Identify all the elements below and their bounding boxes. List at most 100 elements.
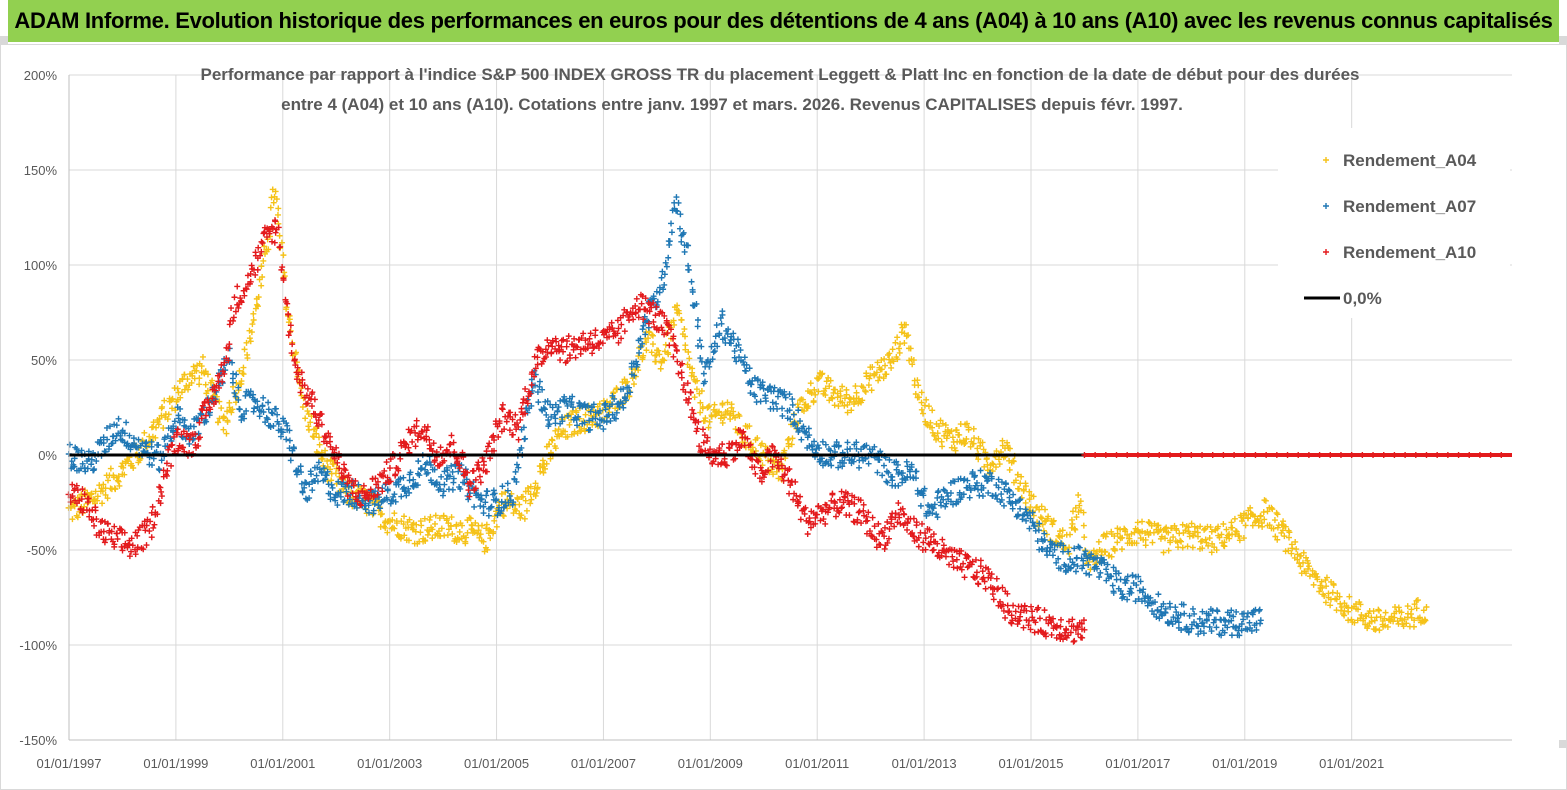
- marker-Rendement_A07: [581, 419, 588, 426]
- marker-Rendement_A10: [483, 448, 490, 455]
- marker-Rendement_A10: [836, 509, 843, 516]
- marker-Rendement_A10: [1074, 623, 1081, 630]
- marker-Rendement_A04: [518, 512, 525, 519]
- marker-Rendement_A10: [950, 564, 957, 571]
- marker-Rendement_A07: [1153, 613, 1160, 620]
- marker-Rendement_A10: [1017, 609, 1024, 616]
- marker-Rendement_A10: [272, 218, 279, 225]
- marker-Rendement_A07: [424, 469, 431, 476]
- marker-Rendement_A04: [523, 507, 530, 514]
- marker-Rendement_A04: [657, 365, 664, 372]
- marker-Rendement_A10: [372, 475, 379, 482]
- marker-Rendement_A04: [727, 416, 734, 423]
- marker-Rendement_A07: [609, 401, 616, 408]
- marker-Rendement_A10: [247, 270, 254, 277]
- marker-Rendement_A10: [653, 303, 660, 310]
- marker-Rendement_A04: [1279, 527, 1286, 534]
- marker-Rendement_A10: [560, 348, 567, 355]
- marker-Rendement_A10: [221, 370, 228, 377]
- marker-Rendement_A10: [298, 369, 305, 376]
- marker-Rendement_A04: [1177, 537, 1184, 544]
- marker-Rendement_A07: [1055, 555, 1062, 562]
- marker-Rendement_A07: [335, 478, 342, 485]
- marker-Rendement_A07: [265, 406, 272, 413]
- marker-Rendement_A10: [873, 544, 880, 551]
- marker-Rendement_A04: [1010, 458, 1017, 465]
- marker-Rendement_A10: [419, 428, 426, 435]
- marker-Rendement_A07: [449, 486, 456, 493]
- marker-Rendement_A07: [800, 423, 807, 430]
- marker-Rendement_A10: [472, 476, 479, 483]
- marker-Rendement_A07: [298, 480, 305, 487]
- marker-Rendement_A10: [838, 488, 845, 495]
- resize-handle-top[interactable]: [1559, 36, 1567, 44]
- marker-Rendement_A10: [163, 460, 170, 467]
- marker-Rendement_A10: [964, 564, 971, 571]
- resize-handle-bottom[interactable]: [1559, 740, 1567, 748]
- marker-Rendement_A10: [618, 321, 625, 328]
- marker-Rendement_A07: [1149, 608, 1156, 615]
- marker-Rendement_A10: [494, 423, 501, 430]
- marker-Rendement_A07: [143, 443, 150, 450]
- marker-Rendement_A07: [929, 510, 936, 517]
- marker-Rendement_A10: [666, 322, 673, 329]
- marker-Rendement_A10: [1004, 602, 1011, 609]
- marker-Rendement_A07: [795, 407, 802, 414]
- marker-Rendement_A07: [904, 463, 911, 470]
- marker-Rendement_A10: [904, 519, 911, 526]
- marker-Rendement_A07: [1154, 606, 1161, 613]
- marker-Rendement_A10: [744, 435, 751, 442]
- marker-Rendement_A10: [858, 520, 865, 527]
- marker-Rendement_A04: [389, 516, 396, 523]
- marker-Rendement_A10: [374, 491, 381, 498]
- marker-Rendement_A10: [437, 444, 444, 451]
- marker-Rendement_A04: [107, 465, 114, 472]
- marker-Rendement_A10: [325, 430, 332, 437]
- marker-Rendement_A04: [1069, 508, 1076, 515]
- marker-Rendement_A10: [1069, 616, 1076, 623]
- marker-Rendement_A10: [988, 571, 995, 578]
- marker-Rendement_A04: [1330, 582, 1337, 589]
- marker-Rendement_A04: [909, 361, 916, 368]
- marker-Rendement_A10: [413, 417, 420, 424]
- marker-Rendement_A07: [309, 487, 316, 494]
- marker-Rendement_A04: [1377, 613, 1384, 620]
- marker-Rendement_A07: [392, 498, 399, 505]
- marker-Rendement_A04: [196, 375, 203, 382]
- marker-Rendement_A04: [1319, 584, 1326, 591]
- marker-Rendement_A10: [840, 499, 847, 506]
- marker-Rendement_A10: [540, 358, 547, 365]
- marker-Rendement_A10: [402, 440, 409, 447]
- marker-Rendement_A04: [975, 435, 982, 442]
- marker-Rendement_A04: [971, 435, 978, 442]
- marker-Rendement_A04: [280, 252, 287, 259]
- legend-label: Rendement_A04: [1343, 151, 1477, 170]
- marker-Rendement_A04: [429, 526, 436, 533]
- marker-Rendement_A07: [988, 473, 995, 480]
- marker-Rendement_A07: [437, 486, 444, 493]
- marker-Rendement_A10: [1048, 631, 1055, 638]
- marker-Rendement_A04: [96, 482, 103, 489]
- marker-Rendement_A04: [1030, 493, 1037, 500]
- marker-Rendement_A07: [510, 499, 517, 506]
- marker-Rendement_A10: [475, 466, 482, 473]
- marker-Rendement_A07: [1041, 530, 1048, 537]
- marker-Rendement_A07: [231, 389, 238, 396]
- marker-Rendement_A07: [757, 398, 764, 405]
- marker-Rendement_A10: [544, 337, 551, 344]
- resize-handle-left[interactable]: [0, 36, 8, 44]
- marker-Rendement_A04: [686, 355, 693, 362]
- marker-Rendement_A04: [630, 381, 637, 388]
- marker-Rendement_A07: [977, 467, 984, 474]
- marker-Rendement_A10: [143, 522, 150, 529]
- marker-Rendement_A04: [708, 413, 715, 420]
- marker-Rendement_A07: [771, 384, 778, 391]
- marker-Rendement_A10: [574, 344, 581, 351]
- marker-Rendement_A10: [582, 337, 589, 344]
- marker-zero-tail: [1295, 452, 1302, 458]
- marker-Rendement_A07: [71, 463, 78, 470]
- marker-Rendement_A07: [602, 400, 609, 407]
- marker-Rendement_A04: [649, 341, 656, 348]
- marker-Rendement_A07: [612, 415, 619, 422]
- marker-Rendement_A04: [1205, 542, 1212, 549]
